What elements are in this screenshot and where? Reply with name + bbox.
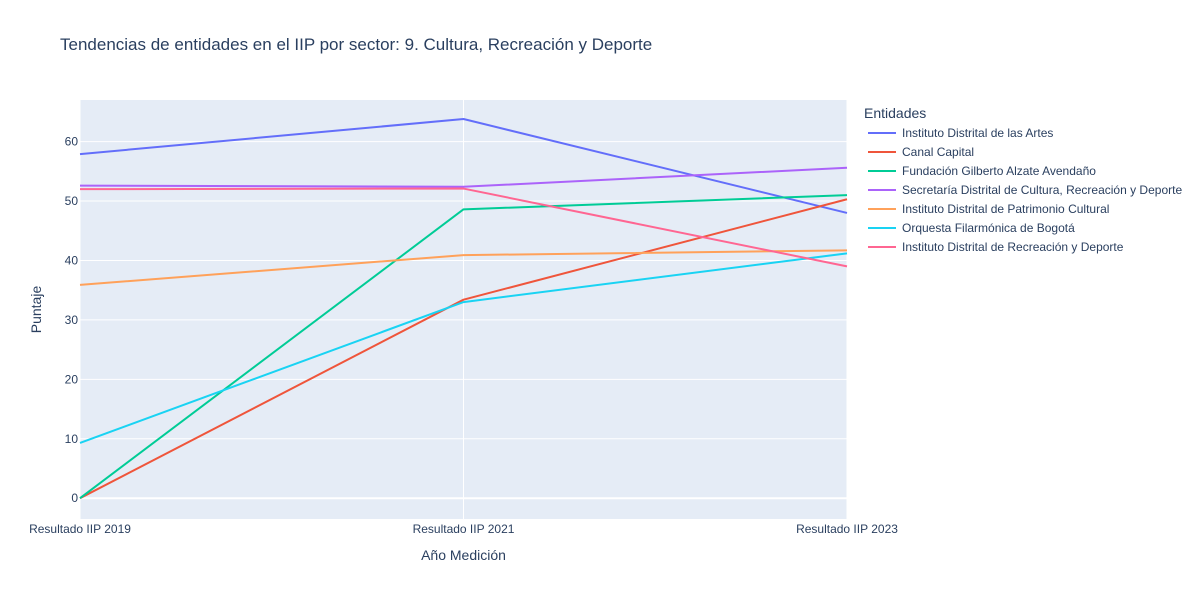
legend-label: Orquesta Filarmónica de Bogotá: [902, 221, 1075, 235]
series-line[interactable]: [79, 166, 848, 188]
gridlines: [79, 100, 848, 519]
series-line[interactable]: [79, 249, 848, 286]
legend-item[interactable]: Secretaría Distrital de Cultura, Recreac…: [868, 183, 1182, 197]
legend-item[interactable]: Canal Capital: [868, 145, 974, 159]
y-tick-label: 20: [65, 372, 79, 386]
y-tick-label: 50: [65, 194, 79, 208]
x-tick-label: Resultado IIP 2019: [29, 522, 131, 536]
x-tick-label: Resultado IIP 2023: [796, 522, 898, 536]
x-axis-ticks: Resultado IIP 2019 Resultado IIP 2021 Resu…: [29, 522, 898, 536]
y-tick-label: 10: [65, 432, 79, 446]
y-tick-label: 40: [65, 253, 79, 267]
legend-label: Secretaría Distrital de Cultura, Recreac…: [902, 183, 1182, 197]
legend[interactable]: Entidades Instituto Distrital de las Art…: [864, 105, 1182, 254]
series-line[interactable]: [79, 187, 848, 268]
legend-title: Entidades: [864, 105, 926, 121]
series-line[interactable]: [79, 198, 848, 500]
x-tick-label: Resultado IIP 2021: [413, 522, 515, 536]
legend-label: Fundación Gilberto Alzate Avendaño: [902, 164, 1096, 178]
y-axis-ticks: 0 10 20 30 40 50 60: [65, 135, 79, 506]
series-line[interactable]: [79, 118, 848, 214]
legend-label: Instituto Distrital de Recreación y Depo…: [902, 240, 1124, 254]
series-line[interactable]: [79, 252, 848, 444]
legend-item[interactable]: Instituto Distrital de las Artes: [868, 126, 1053, 140]
chart-title: Tendencias de entidades en el IIP por se…: [60, 35, 652, 54]
y-tick-label: 0: [71, 491, 78, 505]
series-lines: [79, 118, 848, 500]
legend-label: Instituto Distrital de las Artes: [902, 126, 1053, 140]
series-line[interactable]: [79, 194, 848, 499]
y-tick-label: 60: [65, 135, 79, 149]
x-axis-title: Año Medición: [421, 547, 506, 563]
legend-item[interactable]: Orquesta Filarmónica de Bogotá: [868, 221, 1075, 235]
legend-label: Instituto Distrital de Patrimonio Cultur…: [902, 202, 1109, 216]
y-tick-label: 30: [65, 313, 79, 327]
legend-label: Canal Capital: [902, 145, 974, 159]
legend-item[interactable]: Fundación Gilberto Alzate Avendaño: [868, 164, 1096, 178]
y-axis-title: Puntaje: [28, 286, 44, 334]
legend-item[interactable]: Instituto Distrital de Patrimonio Cultur…: [868, 202, 1109, 216]
legend-item[interactable]: Instituto Distrital de Recreación y Depo…: [868, 240, 1124, 254]
